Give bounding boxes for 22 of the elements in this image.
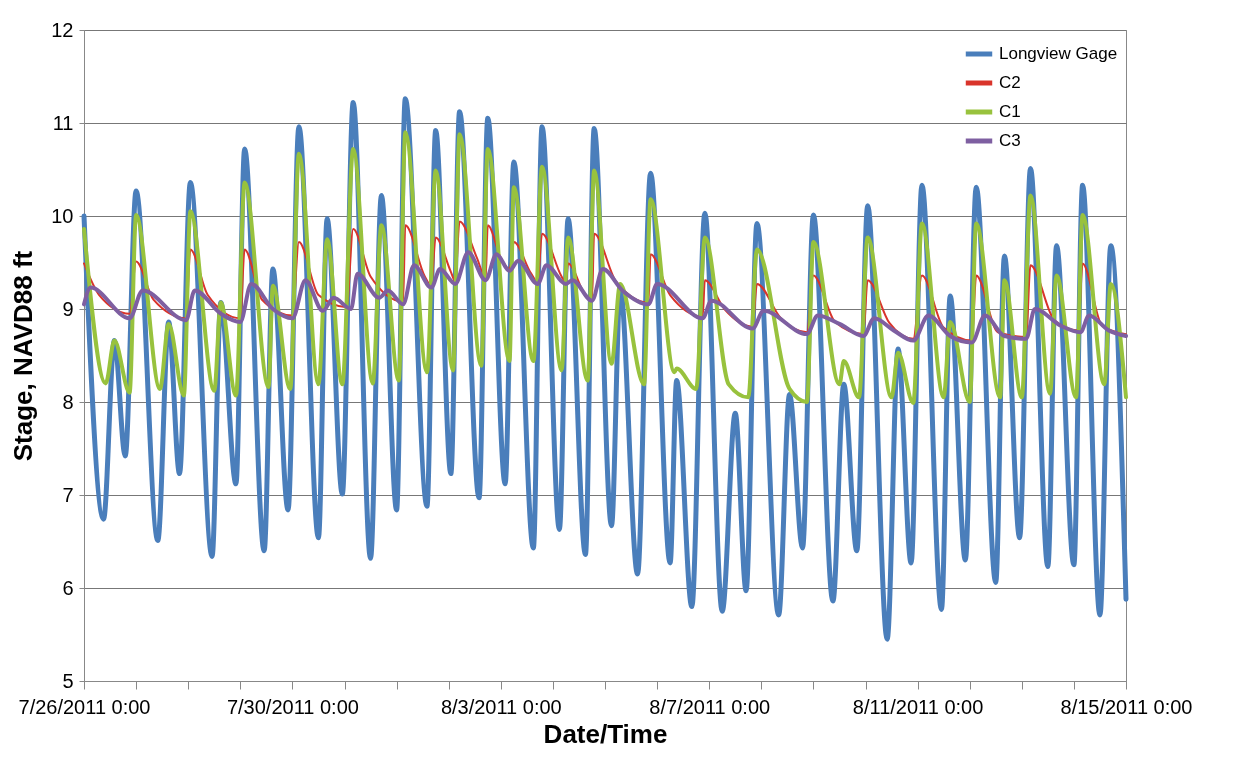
x-tick-label: 7/26/2011 0:00 bbox=[18, 695, 151, 718]
x-tick-label: 8/7/2011 0:00 bbox=[649, 695, 771, 718]
y-tick-label: 8 bbox=[62, 390, 74, 413]
y-tick-label: 11 bbox=[52, 111, 74, 134]
x-tick-label: 8/15/2011 0:00 bbox=[1060, 695, 1193, 718]
x-axis-title: Date/Time bbox=[543, 718, 668, 749]
y-tick-label: 5 bbox=[62, 669, 74, 692]
y-axis-title: Stage, NAVD88 ft bbox=[8, 250, 39, 462]
y-tick-label: 6 bbox=[62, 576, 74, 599]
y-tick-label: 10 bbox=[51, 204, 74, 227]
legend-label: C2 bbox=[999, 73, 1021, 92]
y-tick-label: 7 bbox=[62, 483, 74, 506]
line-series bbox=[82, 250, 1128, 345]
y-tick-label: 9 bbox=[62, 297, 74, 320]
legend-label: Longview Gage bbox=[999, 44, 1118, 63]
legend-label: C1 bbox=[999, 102, 1021, 121]
y-tick-label: 12 bbox=[51, 18, 74, 41]
x-tick-label: 8/3/2011 0:00 bbox=[440, 695, 562, 718]
legend-label: C3 bbox=[999, 131, 1021, 150]
line-series bbox=[82, 130, 1128, 405]
x-tick-label: 8/11/2011 0:00 bbox=[852, 695, 984, 718]
x-tick-label: 7/30/2011 0:00 bbox=[226, 695, 359, 718]
